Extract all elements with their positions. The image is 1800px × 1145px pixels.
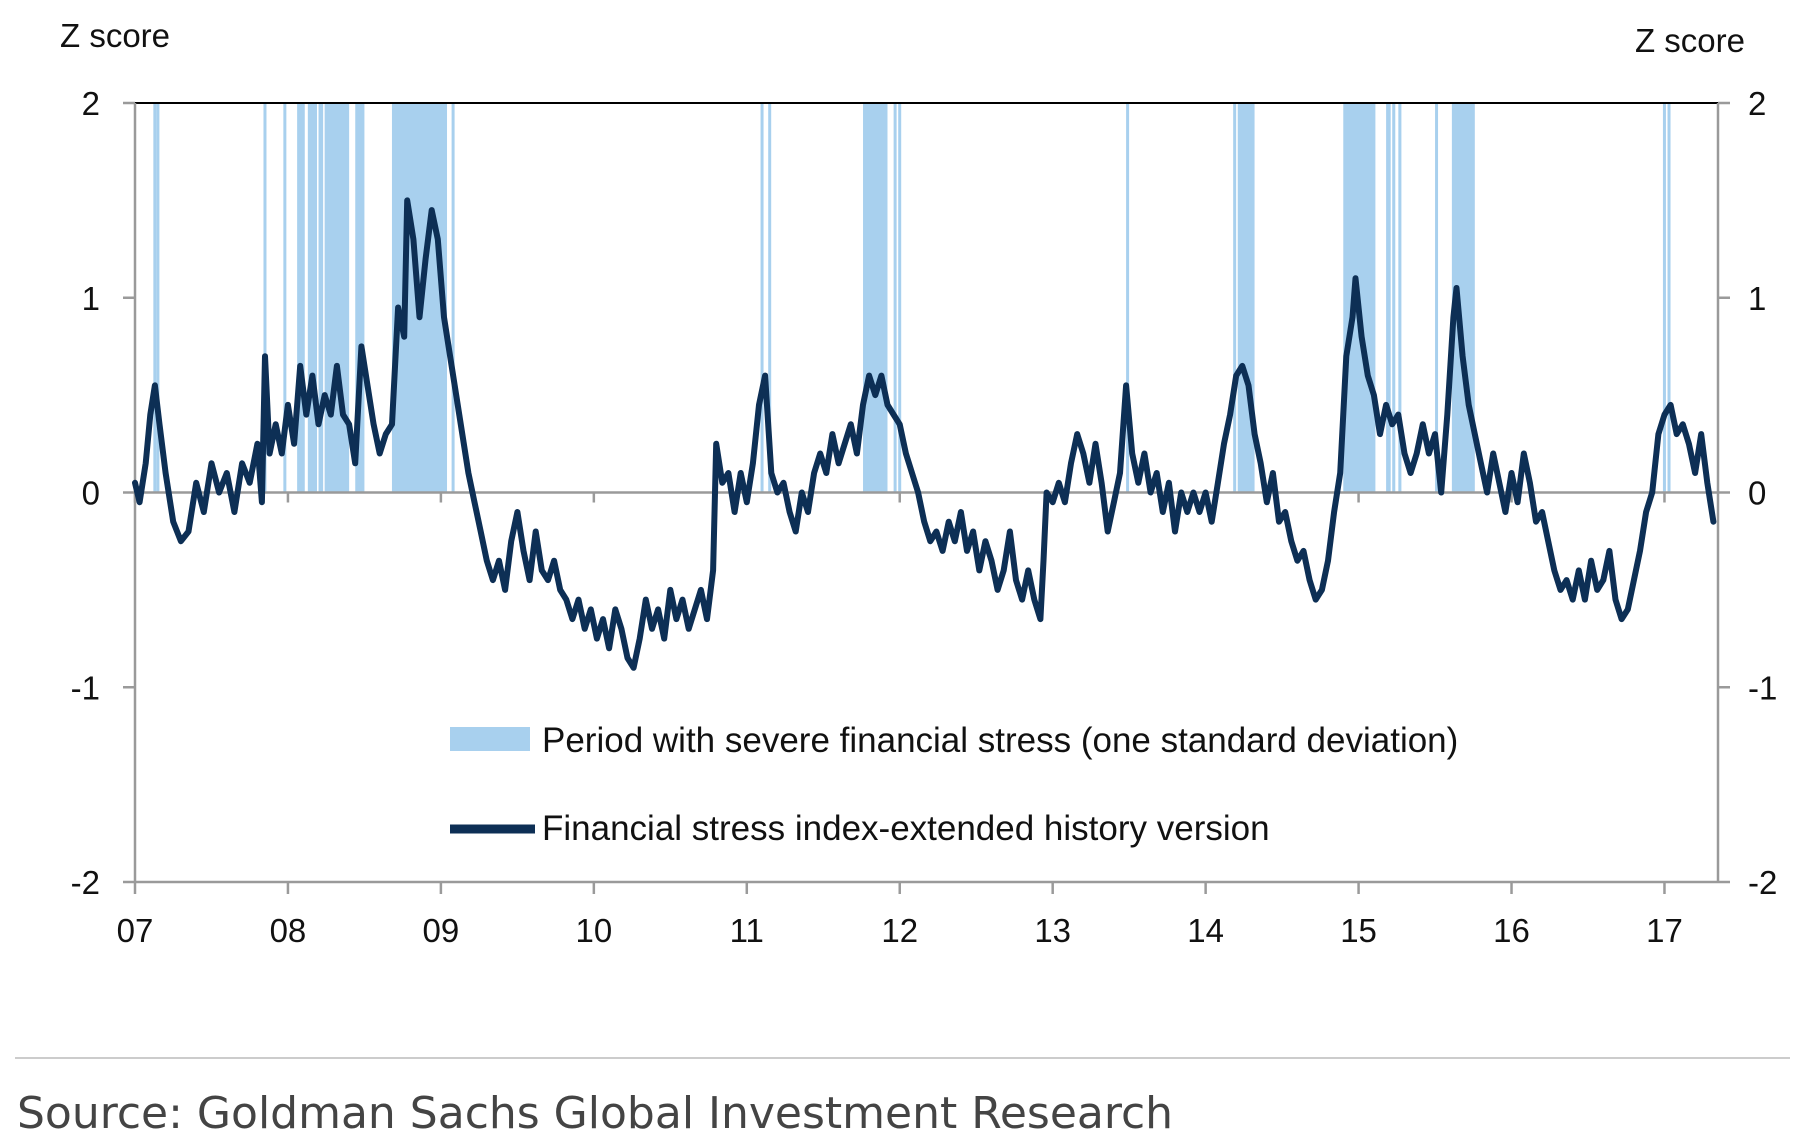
- stress-period-band: [355, 103, 365, 493]
- axes: [123, 101, 1730, 894]
- x-tick-label: 15: [1340, 912, 1377, 949]
- stress-period-shading: [153, 103, 1671, 493]
- stress-period-band: [893, 103, 897, 493]
- stress-period-band: [1126, 103, 1130, 493]
- stress-period-band: [307, 103, 318, 493]
- x-tick-label: 16: [1493, 912, 1530, 949]
- x-tick-label: 08: [270, 912, 307, 949]
- legend-swatch-stress-period: [450, 727, 530, 751]
- y-tick-label-right: 1: [1748, 280, 1766, 317]
- legend-label-stress-index: Financial stress index-extended history …: [542, 809, 1270, 848]
- y-tick-labels-left: 2 1 0 -1 -2: [71, 85, 100, 901]
- stress-period-band: [153, 103, 157, 493]
- stress-period-band: [1392, 103, 1396, 493]
- series-line-financial-stress-index: [132, 197, 1717, 671]
- stress-period-band: [1662, 103, 1666, 493]
- stress-period-band: [1386, 103, 1391, 493]
- stress-period-band: [760, 103, 764, 493]
- stress-period-band: [297, 103, 305, 493]
- stress-period-band: [1667, 103, 1671, 493]
- x-tick-label: 17: [1646, 912, 1683, 949]
- y-tick-label-right: -2: [1748, 864, 1777, 901]
- stress-period-band: [156, 103, 160, 493]
- y-tick-label-left: 1: [82, 280, 100, 317]
- y-tick-label-left: -1: [71, 669, 100, 706]
- y-tick-labels-right: 2 1 0 -1 -2: [1748, 85, 1777, 901]
- stress-period-band: [283, 103, 287, 493]
- x-tick-label: 13: [1034, 912, 1071, 949]
- y-axis-right-title: Z score: [1635, 22, 1745, 59]
- x-tick-label: 07: [117, 912, 154, 949]
- stress-period-band: [324, 103, 350, 493]
- y-tick-label-right: 0: [1748, 475, 1766, 512]
- y-axis-left-title: Z score: [60, 17, 170, 54]
- y-tick-label-right: -1: [1748, 669, 1777, 706]
- stress-period-band: [1435, 103, 1439, 493]
- y-tick-label-left: -2: [71, 864, 100, 901]
- x-tick-labels: 07 08 09 10 11 12 13 14 15 16 17: [117, 912, 1683, 949]
- stress-period-band: [768, 103, 772, 493]
- stress-period-band: [863, 103, 888, 493]
- x-tick-label: 14: [1187, 912, 1224, 949]
- x-tick-label: 12: [881, 912, 918, 949]
- series-lines: [132, 197, 1717, 671]
- stress-period-band: [263, 103, 267, 493]
- x-tick-label: 10: [575, 912, 612, 949]
- source-note: Source: Goldman Sachs Global Investment …: [17, 1088, 1173, 1139]
- stress-period-band: [318, 103, 324, 493]
- legend: Period with severe financial stress (one…: [450, 721, 1458, 848]
- legend-label-stress-period: Period with severe financial stress (one…: [542, 721, 1458, 760]
- x-tick-label: 09: [423, 912, 460, 949]
- y-tick-label-right: 2: [1748, 85, 1766, 122]
- stress-period-band: [898, 103, 902, 493]
- x-tick-label: 11: [730, 912, 764, 949]
- stress-period-band: [451, 103, 455, 493]
- stress-period-band: [1233, 103, 1237, 493]
- y-tick-label-left: 0: [82, 475, 100, 512]
- y-tick-label-left: 2: [82, 85, 100, 122]
- stress-period-band: [1398, 103, 1402, 493]
